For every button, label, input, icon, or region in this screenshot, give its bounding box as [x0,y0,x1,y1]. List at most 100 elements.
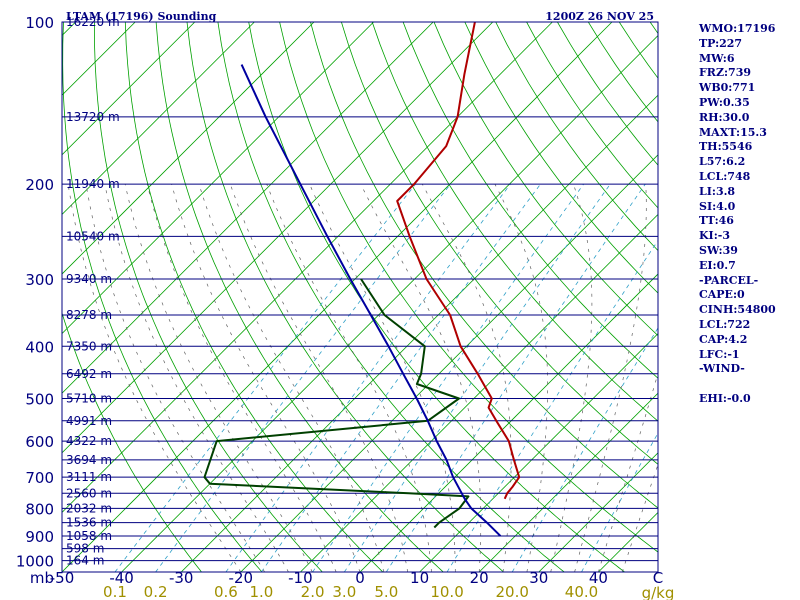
sounding-index-item: WMO:17196 [699,22,776,35]
temperature-tick-label: 0 [355,569,365,587]
sounding-traces [203,22,521,537]
sounding-index-item: FRZ:739 [699,66,752,80]
temperature-tick-label: -30 [169,569,194,587]
mixing-ratio-line [261,183,541,572]
isotherm [240,154,658,572]
sounding-index-item: LCL:722 [699,317,751,331]
temperature-tick-label: -40 [109,569,134,587]
mixing-ratio-line [114,183,416,572]
isotherm [62,22,255,215]
isotherm [180,94,658,572]
pressure-tick-label: 800 [25,500,54,518]
height-label: 2560 m [66,486,112,500]
mixing-ratio-tick-label: 20.0 [496,583,529,600]
isotherm [419,333,658,572]
mixing-ratio-tick-label: 40.0 [565,583,598,600]
isobar-lines [62,21,658,562]
moist-adiabat [574,184,647,572]
sounding-index-item [699,377,776,392]
mixing-ratio-tick-label: 0.1 [103,583,127,600]
sounding-index-item: PW:0.35 [699,95,750,109]
sounding-index-item: MAXT:15.3 [699,125,767,139]
isotherm [359,273,658,572]
dry-adiabat [464,22,658,294]
moist-adiabat [360,183,482,572]
sounding-index-item: CINH:54800 [699,303,776,317]
isotherm [62,22,374,335]
height-label: 2032 m [66,501,112,515]
sounding-index-item: CAP:4.2 [699,332,748,346]
sounding-index-item: CAPE:0 [699,288,745,302]
grid-lines [0,22,658,572]
temperature-tick-label: 20 [470,569,489,587]
temperature-tick-label: 40 [589,569,608,587]
isotherm [62,22,196,156]
height-label: 9340 m [66,272,112,286]
isotherm [0,22,16,572]
sounding-index-item: SI:4.0 [699,199,736,213]
sounding-index-item: TT:46 [699,214,734,228]
dry-adiabat [341,22,658,465]
pressure-tick-label: 300 [25,271,54,289]
dry-adiabat [94,22,323,572]
temperature-tick-label: 10 [410,569,429,587]
sounding-index-item: L57:6.2 [699,155,746,169]
height-label: 1536 m [66,516,112,530]
pressure-unit-label: mb [30,569,54,587]
height-label: 16220 m [66,15,120,29]
sounding-index-item: TH:5546 [699,140,753,154]
dry-adiabat [433,22,658,337]
chart-datetime: 1200Z 26 NOV 25 [545,10,654,23]
dry-adiabat [124,22,384,572]
sounding-index-item: LCL:748 [699,169,751,183]
mixing-ratio-tick-label: 0.6 [214,583,238,600]
dry-adiabat [248,22,625,572]
height-label: 4991 m [66,414,112,428]
sounding-indices: WMO:17196 TP:227 MW:6 FRZ:739 WB0:771 PW:0.35… [699,22,776,407]
mixing-ratio-line [312,183,584,572]
temperature-unit-label: C [653,569,663,587]
isotherm [478,392,658,572]
dewpoint-trace [203,278,470,529]
mixing-ratio-tick-label: 1.0 [249,583,273,600]
isotherm [62,22,613,572]
pressure-tick-label: 400 [25,338,54,356]
dry-adiabat [62,22,263,572]
dry-adiabat [279,22,658,553]
pressure-tick-label: 700 [25,469,54,487]
dry-adiabat [310,22,658,509]
sounding-index-item: KI:-3 [699,229,730,243]
mixing-ratio-tick-label: 0.2 [144,583,168,600]
pressure-tick-label: 100 [25,14,54,32]
mixing-ratio-line [155,183,451,572]
dry-adiabat [217,22,565,572]
height-label: 3111 m [66,470,112,484]
height-label: 5710 m [66,391,112,405]
isotherm [62,22,315,275]
height-label: 7350 m [66,339,112,353]
temperature-trace [396,22,521,500]
pressure-tick-label: 600 [25,433,54,451]
height-label: 164 m [66,554,104,568]
mixing-ratio-tick-label: 3.0 [332,583,356,600]
isotherm [121,35,658,572]
sounding-index-item: -WIND- [699,362,745,376]
moist-adiabat [229,183,409,572]
height-label: 1058 m [66,529,112,543]
mixing-ratio-unit-label: g/kg [642,584,675,600]
sounding-index-item: TP:227 [699,36,743,50]
mixing-ratio-line [225,183,511,572]
sounding-index-item: RH:30.0 [699,110,750,124]
sounding-index-item: MW:6 [699,51,735,65]
pressure-tick-label: 1000 [16,553,54,571]
temperature-tick-label: 30 [529,569,548,587]
mixing-ratio-tick-label: 2.0 [301,583,325,600]
sounding-index-item: -PARCEL- [699,273,759,287]
temperature-tick-label: -20 [229,569,254,587]
sounding-index-item: EHI:-0.0 [699,391,751,405]
pressure-tick-label: 500 [25,390,54,408]
moist-adiabat [598,372,658,572]
mixing-ratio-line [385,183,646,572]
mixing-ratio-line [343,183,611,572]
